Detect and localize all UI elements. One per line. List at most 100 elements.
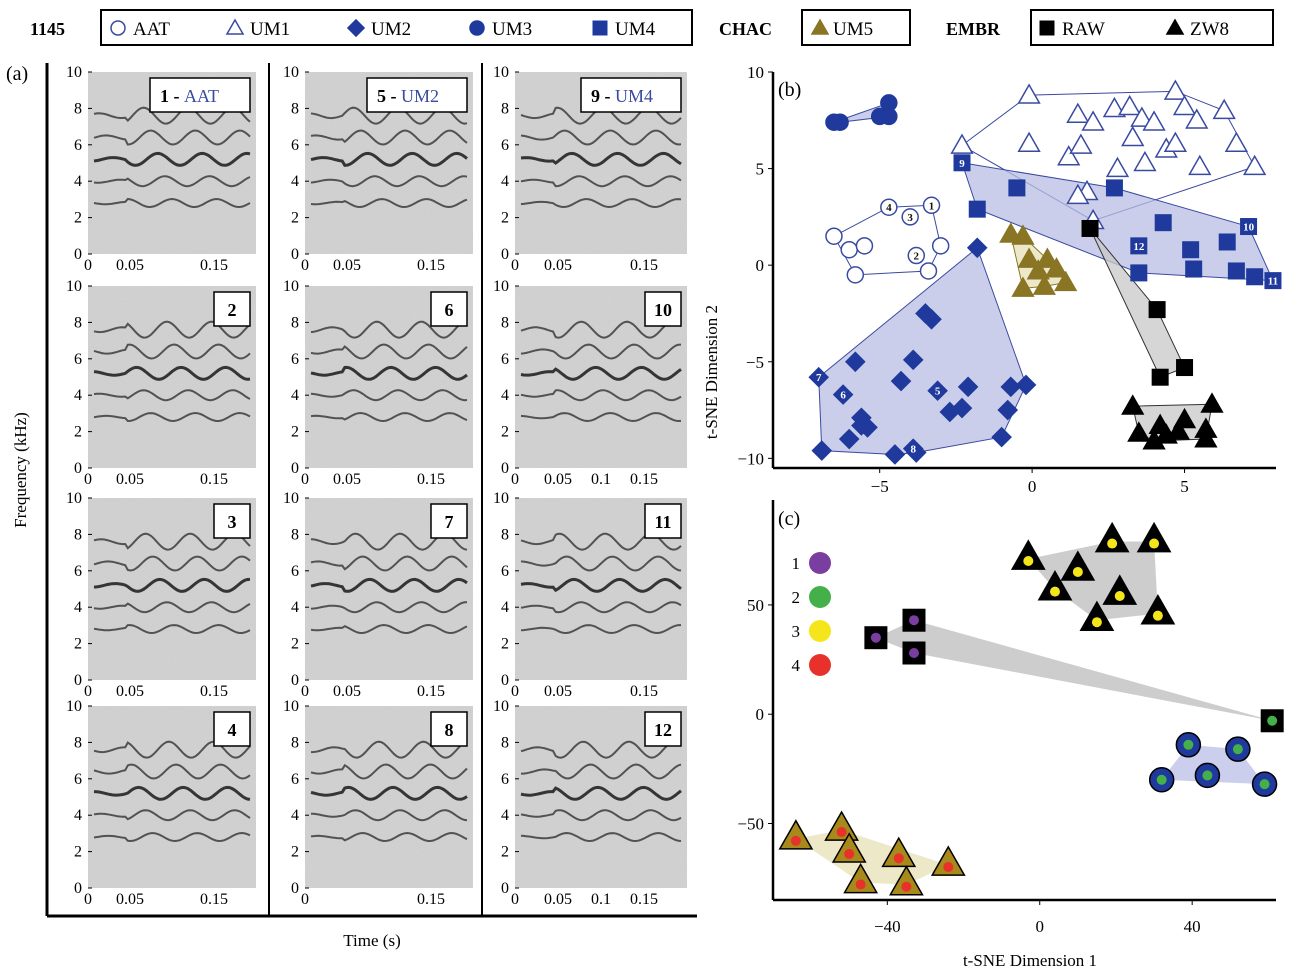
point-label-7: 7 <box>816 372 822 384</box>
point-um2 <box>991 426 1012 448</box>
spectro-xtick: 0.15 <box>200 257 228 274</box>
spectro-ytick: 10 <box>283 64 299 81</box>
panel-c-xlabel: t-SNE Dimension 1 <box>963 951 1097 970</box>
spectrogram-11: 0 2 4 6 8 10 0 0.05 0.15 11 <box>493 490 687 700</box>
spectrogram-number: 8 <box>445 720 454 740</box>
legend-label-um3: UM3 <box>492 19 532 40</box>
spectrogram-number: 10 <box>654 300 672 320</box>
spectro-ytick: 4 <box>501 173 509 190</box>
harmonic-band <box>93 785 251 801</box>
spectro-ytick: 4 <box>74 599 82 616</box>
dot-legend-label-1: 1 <box>792 554 801 573</box>
point-c-dot <box>1049 586 1060 597</box>
spectrogram-num: 12 <box>654 720 672 740</box>
spectro-ytick: 0 <box>291 246 299 263</box>
harmonic-band <box>520 151 682 167</box>
point-um2 <box>811 440 833 461</box>
point-um1 <box>1017 83 1041 104</box>
spectro-ytick: 10 <box>66 278 82 295</box>
point-um2 <box>997 399 1019 421</box>
panel-c-ytick-label: −50 <box>737 814 764 833</box>
legend-items-embr: RAW ZW8 <box>1039 18 1229 40</box>
legend-marker-um2 <box>346 18 366 38</box>
point-um5 <box>1026 259 1050 280</box>
spectro-xtick: 0.15 <box>417 471 445 488</box>
point-um5 <box>1011 276 1035 297</box>
point-label-5: 5 <box>935 386 941 398</box>
spectro-ytick: 6 <box>501 563 509 580</box>
panel-b-ytick-label: −5 <box>746 353 764 372</box>
spectro-ytick: 6 <box>74 137 82 154</box>
point-um1 <box>1243 154 1267 176</box>
point-um1 <box>1185 108 1209 129</box>
legend-items-1145: AAT UM1 UM2 UM3 UM4 <box>110 18 656 40</box>
harmonic-band <box>310 763 468 780</box>
point-c-dot <box>855 879 866 890</box>
point-um2 <box>808 366 830 388</box>
point-um5 <box>1011 224 1035 245</box>
point-um2 <box>884 444 906 465</box>
spectrogram-6: 0 2 4 6 8 10 0 0.05 0.15 6 <box>283 278 473 488</box>
point-label-6: 6 <box>840 390 846 402</box>
harmonic-band <box>93 106 251 125</box>
spectro-ytick: 4 <box>501 599 509 616</box>
point-um4 <box>1185 260 1203 278</box>
spectro-xtick: 0.05 <box>333 257 361 274</box>
point-aat <box>922 196 941 215</box>
spectro-ytick: 2 <box>501 424 509 441</box>
spectro-xtick: 0.15 <box>630 257 658 274</box>
spectro-xtick: 0.15 <box>417 257 445 274</box>
point-um4 <box>1240 218 1258 236</box>
point-label-9: 9 <box>959 158 965 170</box>
point-um1 <box>1121 125 1145 147</box>
legend-label-zw8: ZW8 <box>1190 19 1229 40</box>
spectro-xtick: 0 <box>84 891 92 908</box>
harmonic-band <box>520 831 682 843</box>
spectro-ytick: 0 <box>74 246 82 263</box>
legend-label-raw: RAW <box>1062 19 1105 40</box>
point-c-zw8 <box>1060 550 1096 581</box>
point-um2 <box>838 428 860 450</box>
point-um4 <box>1246 268 1264 286</box>
spectro-ytick: 4 <box>291 599 299 616</box>
point-um1 <box>1105 156 1130 178</box>
spectro-ytick: 10 <box>493 698 509 715</box>
spectro-ytick: 10 <box>66 490 82 507</box>
spectro-xtick: 0.15 <box>200 683 228 700</box>
point-aat <box>880 198 898 216</box>
point-um1 <box>1163 131 1188 152</box>
spectro-ytick: 6 <box>291 137 299 154</box>
point-um3 <box>831 113 849 131</box>
harmonic-band <box>310 389 468 402</box>
harmonic-band <box>520 175 682 188</box>
legend-box-embr <box>1030 9 1274 46</box>
point-zw8 <box>1172 407 1197 429</box>
spectro-xtick: 0.1 <box>591 471 611 488</box>
point-um1 <box>1163 79 1188 100</box>
spectro-ytick: 6 <box>291 563 299 580</box>
point-raw <box>1176 359 1194 377</box>
point-label-10: 10 <box>1243 222 1255 234</box>
panel-c-ytick-label: 50 <box>747 596 764 615</box>
point-um4 <box>1130 237 1148 255</box>
harmonic-band <box>310 601 467 614</box>
spectro-ytick: 0 <box>501 460 509 477</box>
hull-c-1 <box>875 620 1273 721</box>
spectrogram-1: 0 2 4 6 8 10 0 0.05 0.15 1 - AAT <box>66 64 256 274</box>
spectro-ytick: 2 <box>291 844 299 861</box>
point-um4 <box>1218 233 1236 251</box>
spectro-ytick: 8 <box>74 734 82 751</box>
harmonic-band <box>310 623 468 635</box>
point-um2 <box>890 370 912 392</box>
point-c-dot <box>1183 739 1194 750</box>
point-label-4: 4 <box>886 202 892 214</box>
point-c-dot <box>1232 744 1243 755</box>
spectro-ytick: 8 <box>501 100 509 117</box>
point-c-zw8 <box>831 832 867 863</box>
spectrogram-number-box <box>213 711 251 747</box>
point-c-dot <box>901 881 912 892</box>
point-um4 <box>953 154 971 172</box>
point-c-zw8 <box>930 845 966 876</box>
spectro-xtick: 0 <box>511 257 519 274</box>
